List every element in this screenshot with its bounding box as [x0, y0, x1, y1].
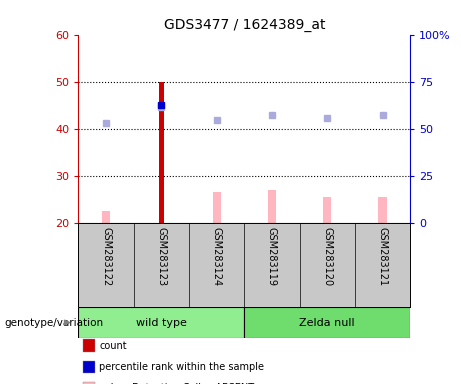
Bar: [323, 197, 331, 223]
Bar: [78, 307, 244, 338]
Bar: [213, 192, 221, 223]
Bar: [83, 361, 95, 373]
Bar: [378, 197, 387, 223]
Text: GSM283119: GSM283119: [267, 227, 277, 286]
Text: GSM283121: GSM283121: [378, 227, 388, 286]
Text: percentile rank within the sample: percentile rank within the sample: [99, 362, 264, 372]
Bar: [159, 82, 164, 223]
Text: GSM283124: GSM283124: [212, 227, 222, 286]
Text: GSM283120: GSM283120: [322, 227, 332, 286]
Text: value, Detection Call = ABSENT: value, Detection Call = ABSENT: [99, 383, 254, 384]
Text: count: count: [99, 341, 127, 351]
Bar: [268, 190, 276, 223]
Title: GDS3477 / 1624389_at: GDS3477 / 1624389_at: [164, 18, 325, 32]
Bar: [244, 307, 410, 338]
Text: genotype/variation: genotype/variation: [5, 318, 104, 328]
Text: GSM283122: GSM283122: [101, 227, 111, 286]
Bar: [83, 339, 95, 352]
Text: GSM283123: GSM283123: [156, 227, 166, 286]
Text: wild type: wild type: [136, 318, 187, 328]
Text: Zelda null: Zelda null: [300, 318, 355, 328]
Bar: [102, 211, 110, 223]
Bar: [83, 382, 95, 384]
